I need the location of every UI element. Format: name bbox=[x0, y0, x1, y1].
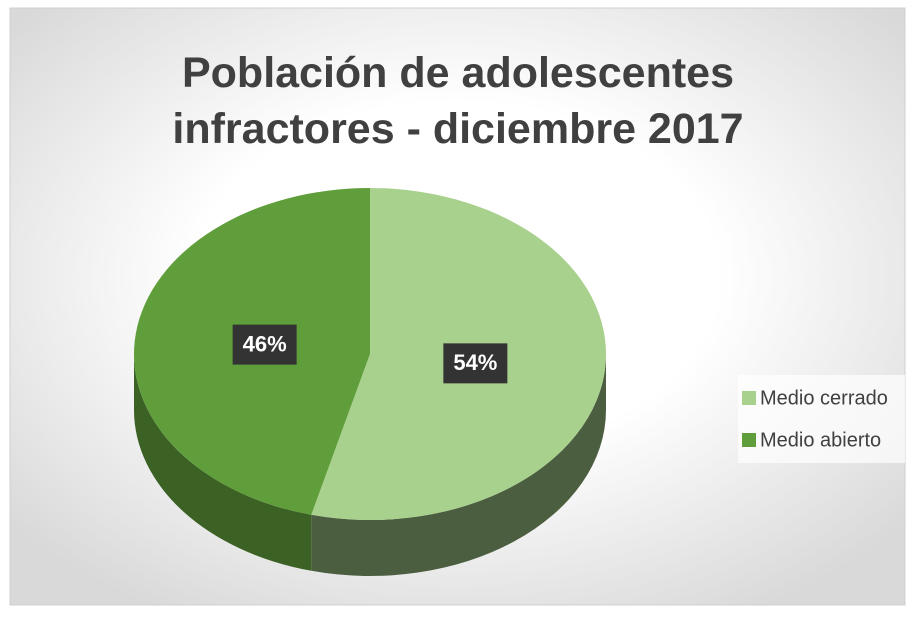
data-label-box bbox=[232, 324, 297, 365]
legend: Medio cerrado Medio abierto bbox=[742, 387, 888, 451]
pie-side bbox=[134, 354, 312, 571]
legend-swatch bbox=[742, 433, 756, 447]
data-label: 54% bbox=[453, 350, 497, 375]
data-label: 46% bbox=[243, 331, 287, 356]
legend-label: Medio cerrado bbox=[760, 387, 888, 409]
legend-box bbox=[738, 375, 905, 463]
chart-title: Población de adolescentes infractores - d… bbox=[172, 49, 743, 153]
pie: 54% 46% bbox=[134, 188, 607, 576]
legend-swatch bbox=[742, 391, 756, 405]
pie-side bbox=[311, 354, 606, 576]
legend-label: Medio abierto bbox=[760, 429, 881, 451]
data-label-box bbox=[443, 343, 508, 384]
